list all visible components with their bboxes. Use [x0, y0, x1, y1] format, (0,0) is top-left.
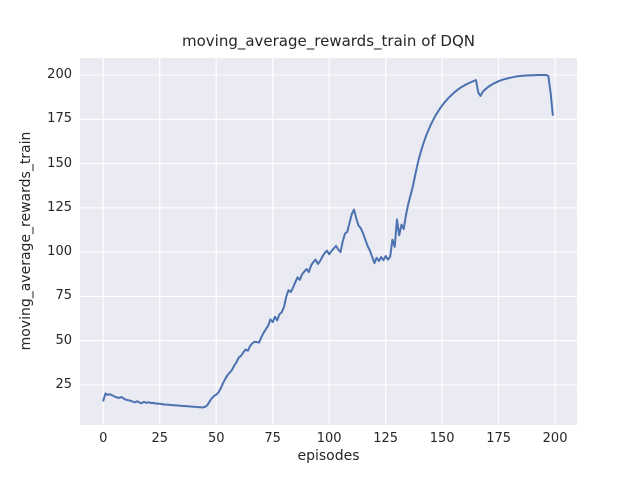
y-tick-label: 200	[47, 67, 72, 82]
x-tick-label: 100	[316, 431, 342, 446]
y-tick-label: 75	[55, 288, 72, 304]
chart-title: moving_average_rewards_train of DQN	[181, 32, 476, 50]
x-tick-label: 0	[99, 431, 108, 446]
plot-area	[80, 58, 577, 425]
y-tick-label: 50	[55, 332, 72, 348]
y-tick-label: 125	[47, 199, 72, 215]
x-tick-label: 25	[151, 431, 168, 446]
y-tick-label: 175	[47, 111, 72, 127]
x-tick-label: 150	[429, 431, 455, 446]
plot-canvas	[80, 58, 577, 425]
y-tick-label: 150	[47, 155, 72, 171]
y-tick-label: 100	[47, 244, 72, 260]
x-tick-label: 175	[486, 431, 512, 446]
x-tick-label: 75	[264, 431, 281, 446]
y-tick-label: 25	[55, 376, 72, 392]
x-tick-label: 200	[542, 431, 568, 446]
y-axis-label: moving_average_rewards_train	[18, 131, 34, 351]
x-axis-label: episodes	[297, 448, 360, 464]
x-tick-label: 125	[373, 431, 399, 446]
series-line-dqn	[102, 74, 554, 409]
x-tick-label: 50	[207, 431, 225, 446]
